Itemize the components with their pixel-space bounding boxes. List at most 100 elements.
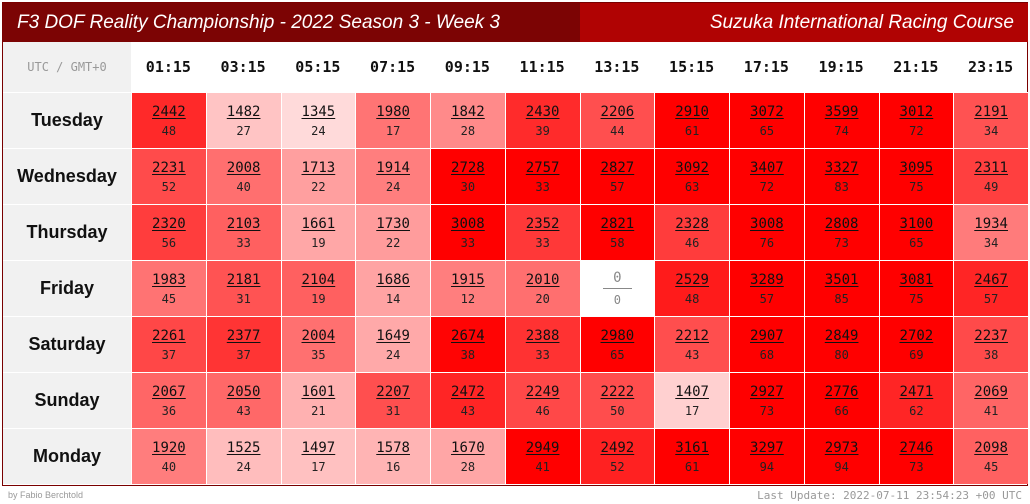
heatmap-cell[interactable]: 2320 56 bbox=[131, 204, 206, 260]
heatmap-cell[interactable]: 1497 17 bbox=[280, 428, 356, 484]
heatmap-cell[interactable]: 1407 17 bbox=[654, 372, 729, 428]
heatmap-cell[interactable]: 3095 75 bbox=[878, 148, 954, 204]
heatmap-cell[interactable]: 2472 43 bbox=[430, 372, 505, 428]
cell-value: 2467 bbox=[974, 271, 1008, 288]
heatmap-cell[interactable]: 3407 72 bbox=[729, 148, 804, 204]
heatmap-cell[interactable]: 1345 24 bbox=[280, 92, 356, 148]
cell-count: 50 bbox=[610, 403, 625, 418]
heatmap-cell[interactable]: 2191 34 bbox=[953, 92, 1028, 148]
heatmap-cell[interactable]: 2849 80 bbox=[803, 316, 879, 372]
heatmap-cell[interactable]: 2098 45 bbox=[953, 428, 1028, 484]
heatmap-cell[interactable]: 1601 21 bbox=[280, 372, 356, 428]
cell-count: 48 bbox=[161, 123, 177, 138]
cell-value: 3161 bbox=[675, 439, 709, 456]
heatmap-cell[interactable]: 2206 44 bbox=[579, 92, 655, 148]
heatmap-cell[interactable]: 1686 14 bbox=[355, 260, 430, 316]
heatmap-cell[interactable]: 2808 73 bbox=[803, 204, 879, 260]
heatmap-cell[interactable]: 3599 74 bbox=[803, 92, 879, 148]
heatmap-cell[interactable]: 2746 73 bbox=[878, 428, 954, 484]
heatmap-cell[interactable]: 1661 19 bbox=[280, 204, 356, 260]
heatmap-cell[interactable]: 2442 48 bbox=[131, 92, 206, 148]
heatmap-cell[interactable]: 2069 41 bbox=[953, 372, 1028, 428]
heatmap-cell[interactable]: 2927 73 bbox=[729, 372, 804, 428]
heatmap-cell[interactable]: 2050 43 bbox=[205, 372, 281, 428]
heatmap-cell[interactable]: 1842 28 bbox=[430, 92, 505, 148]
column-header: 13:15 bbox=[594, 58, 640, 76]
heatmap-cell[interactable]: 3072 65 bbox=[729, 92, 804, 148]
heatmap-cell[interactable]: 2821 58 bbox=[579, 204, 655, 260]
heatmap-cell[interactable]: 2207 31 bbox=[355, 372, 430, 428]
heatmap-cell[interactable]: 1482 27 bbox=[205, 92, 281, 148]
heatmap-cell[interactable]: 2471 62 bbox=[878, 372, 954, 428]
heatmap-cell[interactable]: 2103 33 bbox=[205, 204, 281, 260]
heatmap-cell[interactable]: 2222 50 bbox=[579, 372, 655, 428]
heatmap-cell[interactable]: 2231 52 bbox=[131, 148, 206, 204]
heatmap-cell[interactable]: 2973 94 bbox=[803, 428, 879, 484]
heatmap-cell[interactable]: 2004 35 bbox=[280, 316, 356, 372]
heatmap-cell[interactable]: 2181 31 bbox=[205, 260, 281, 316]
cell-count: 33 bbox=[535, 347, 550, 362]
cell-value: 3092 bbox=[675, 159, 709, 176]
heatmap-cell[interactable]: 2827 57 bbox=[579, 148, 655, 204]
heatmap-cell[interactable]: 2328 46 bbox=[654, 204, 729, 260]
heatmap-cell[interactable]: 2776 66 bbox=[803, 372, 879, 428]
heatmap-cell[interactable]: 3012 72 bbox=[878, 92, 954, 148]
heatmap-cell[interactable]: 2261 37 bbox=[131, 316, 206, 372]
heatmap-cell[interactable]: 2067 36 bbox=[131, 372, 206, 428]
heatmap-cell[interactable]: 3008 33 bbox=[430, 204, 505, 260]
heatmap-cell[interactable]: 1578 16 bbox=[355, 428, 430, 484]
heatmap-cell[interactable]: 1649 24 bbox=[355, 316, 430, 372]
heatmap-cell[interactable]: 3297 94 bbox=[729, 428, 804, 484]
heatmap-cell[interactable]: 2467 57 bbox=[953, 260, 1028, 316]
heatmap-cell[interactable]: 2907 68 bbox=[729, 316, 804, 372]
heatmap-cell[interactable]: 3008 76 bbox=[729, 204, 804, 260]
heatmap-cell[interactable]: 2430 39 bbox=[504, 92, 580, 148]
cell-count: 43 bbox=[684, 347, 700, 362]
heatmap-cell[interactable]: 1730 22 bbox=[355, 204, 430, 260]
heatmap-cell[interactable]: 1525 24 bbox=[205, 428, 281, 484]
heatmap-cell[interactable]: 2949 41 bbox=[504, 428, 580, 484]
heatmap-cell[interactable]: 2980 65 bbox=[579, 316, 655, 372]
heatmap-cell[interactable]: 1934 34 bbox=[953, 204, 1028, 260]
cell-value: 3297 bbox=[750, 439, 784, 456]
cell-value: 2973 bbox=[824, 439, 859, 456]
heatmap-cell[interactable]: 2529 48 bbox=[654, 260, 729, 316]
heatmap-cell[interactable]: 2212 43 bbox=[654, 316, 729, 372]
heatmap-cell[interactable]: 1713 22 bbox=[280, 148, 356, 204]
heatmap-cell[interactable]: 2492 52 bbox=[579, 428, 655, 484]
heatmap-cell[interactable]: 3501 85 bbox=[803, 260, 879, 316]
heatmap-cell[interactable]: 3327 83 bbox=[803, 148, 879, 204]
heatmap-cell[interactable]: 2910 61 bbox=[654, 92, 729, 148]
heatmap-cell[interactable]: 1983 45 bbox=[131, 260, 206, 316]
cell-value: 3081 bbox=[899, 271, 934, 288]
cell-value: 3095 bbox=[899, 159, 934, 176]
heatmap-cell[interactable]: 1915 12 bbox=[430, 260, 505, 316]
heatmap-cell[interactable]: 3100 65 bbox=[878, 204, 954, 260]
heatmap-cell[interactable]: 2674 38 bbox=[430, 316, 505, 372]
heatmap-cell[interactable]: 2388 33 bbox=[504, 316, 580, 372]
heatmap-cell[interactable]: 2702 69 bbox=[878, 316, 954, 372]
heatmap-cell[interactable]: 2249 46 bbox=[504, 372, 580, 428]
heatmap-cell[interactable]: 2237 38 bbox=[953, 316, 1028, 372]
cell-count: 33 bbox=[535, 235, 550, 250]
heatmap-cell[interactable]: 3289 57 bbox=[729, 260, 804, 316]
cell-value: 2004 bbox=[301, 327, 336, 344]
heatmap-cell[interactable]: 1980 17 bbox=[355, 92, 430, 148]
heatmap-cell[interactable]: 3092 63 bbox=[654, 148, 729, 204]
heatmap-cell[interactable]: 1914 24 bbox=[355, 148, 430, 204]
heatmap-cell[interactable]: 2757 33 bbox=[504, 148, 580, 204]
heatmap-cell[interactable]: 3161 61 bbox=[654, 428, 729, 484]
cell-value: 2377 bbox=[226, 327, 261, 344]
heatmap-cell[interactable]: 2104 19 bbox=[280, 260, 356, 316]
heatmap-cell[interactable]: 2010 20 bbox=[504, 260, 580, 316]
cell-count: 45 bbox=[161, 291, 177, 306]
heatmap-cell[interactable]: 1670 28 bbox=[430, 428, 505, 484]
heatmap-cell[interactable]: 2008 40 bbox=[205, 148, 281, 204]
heatmap-cell[interactable]: 2311 49 bbox=[953, 148, 1028, 204]
heatmap-cell[interactable]: 1920 40 bbox=[131, 428, 206, 484]
heatmap-cell[interactable]: 2352 33 bbox=[504, 204, 580, 260]
heatmap-cell[interactable]: 3081 75 bbox=[878, 260, 954, 316]
heatmap-cell[interactable]: 2728 30 bbox=[430, 148, 505, 204]
heatmap-cell[interactable]: 2377 37 bbox=[205, 316, 281, 372]
